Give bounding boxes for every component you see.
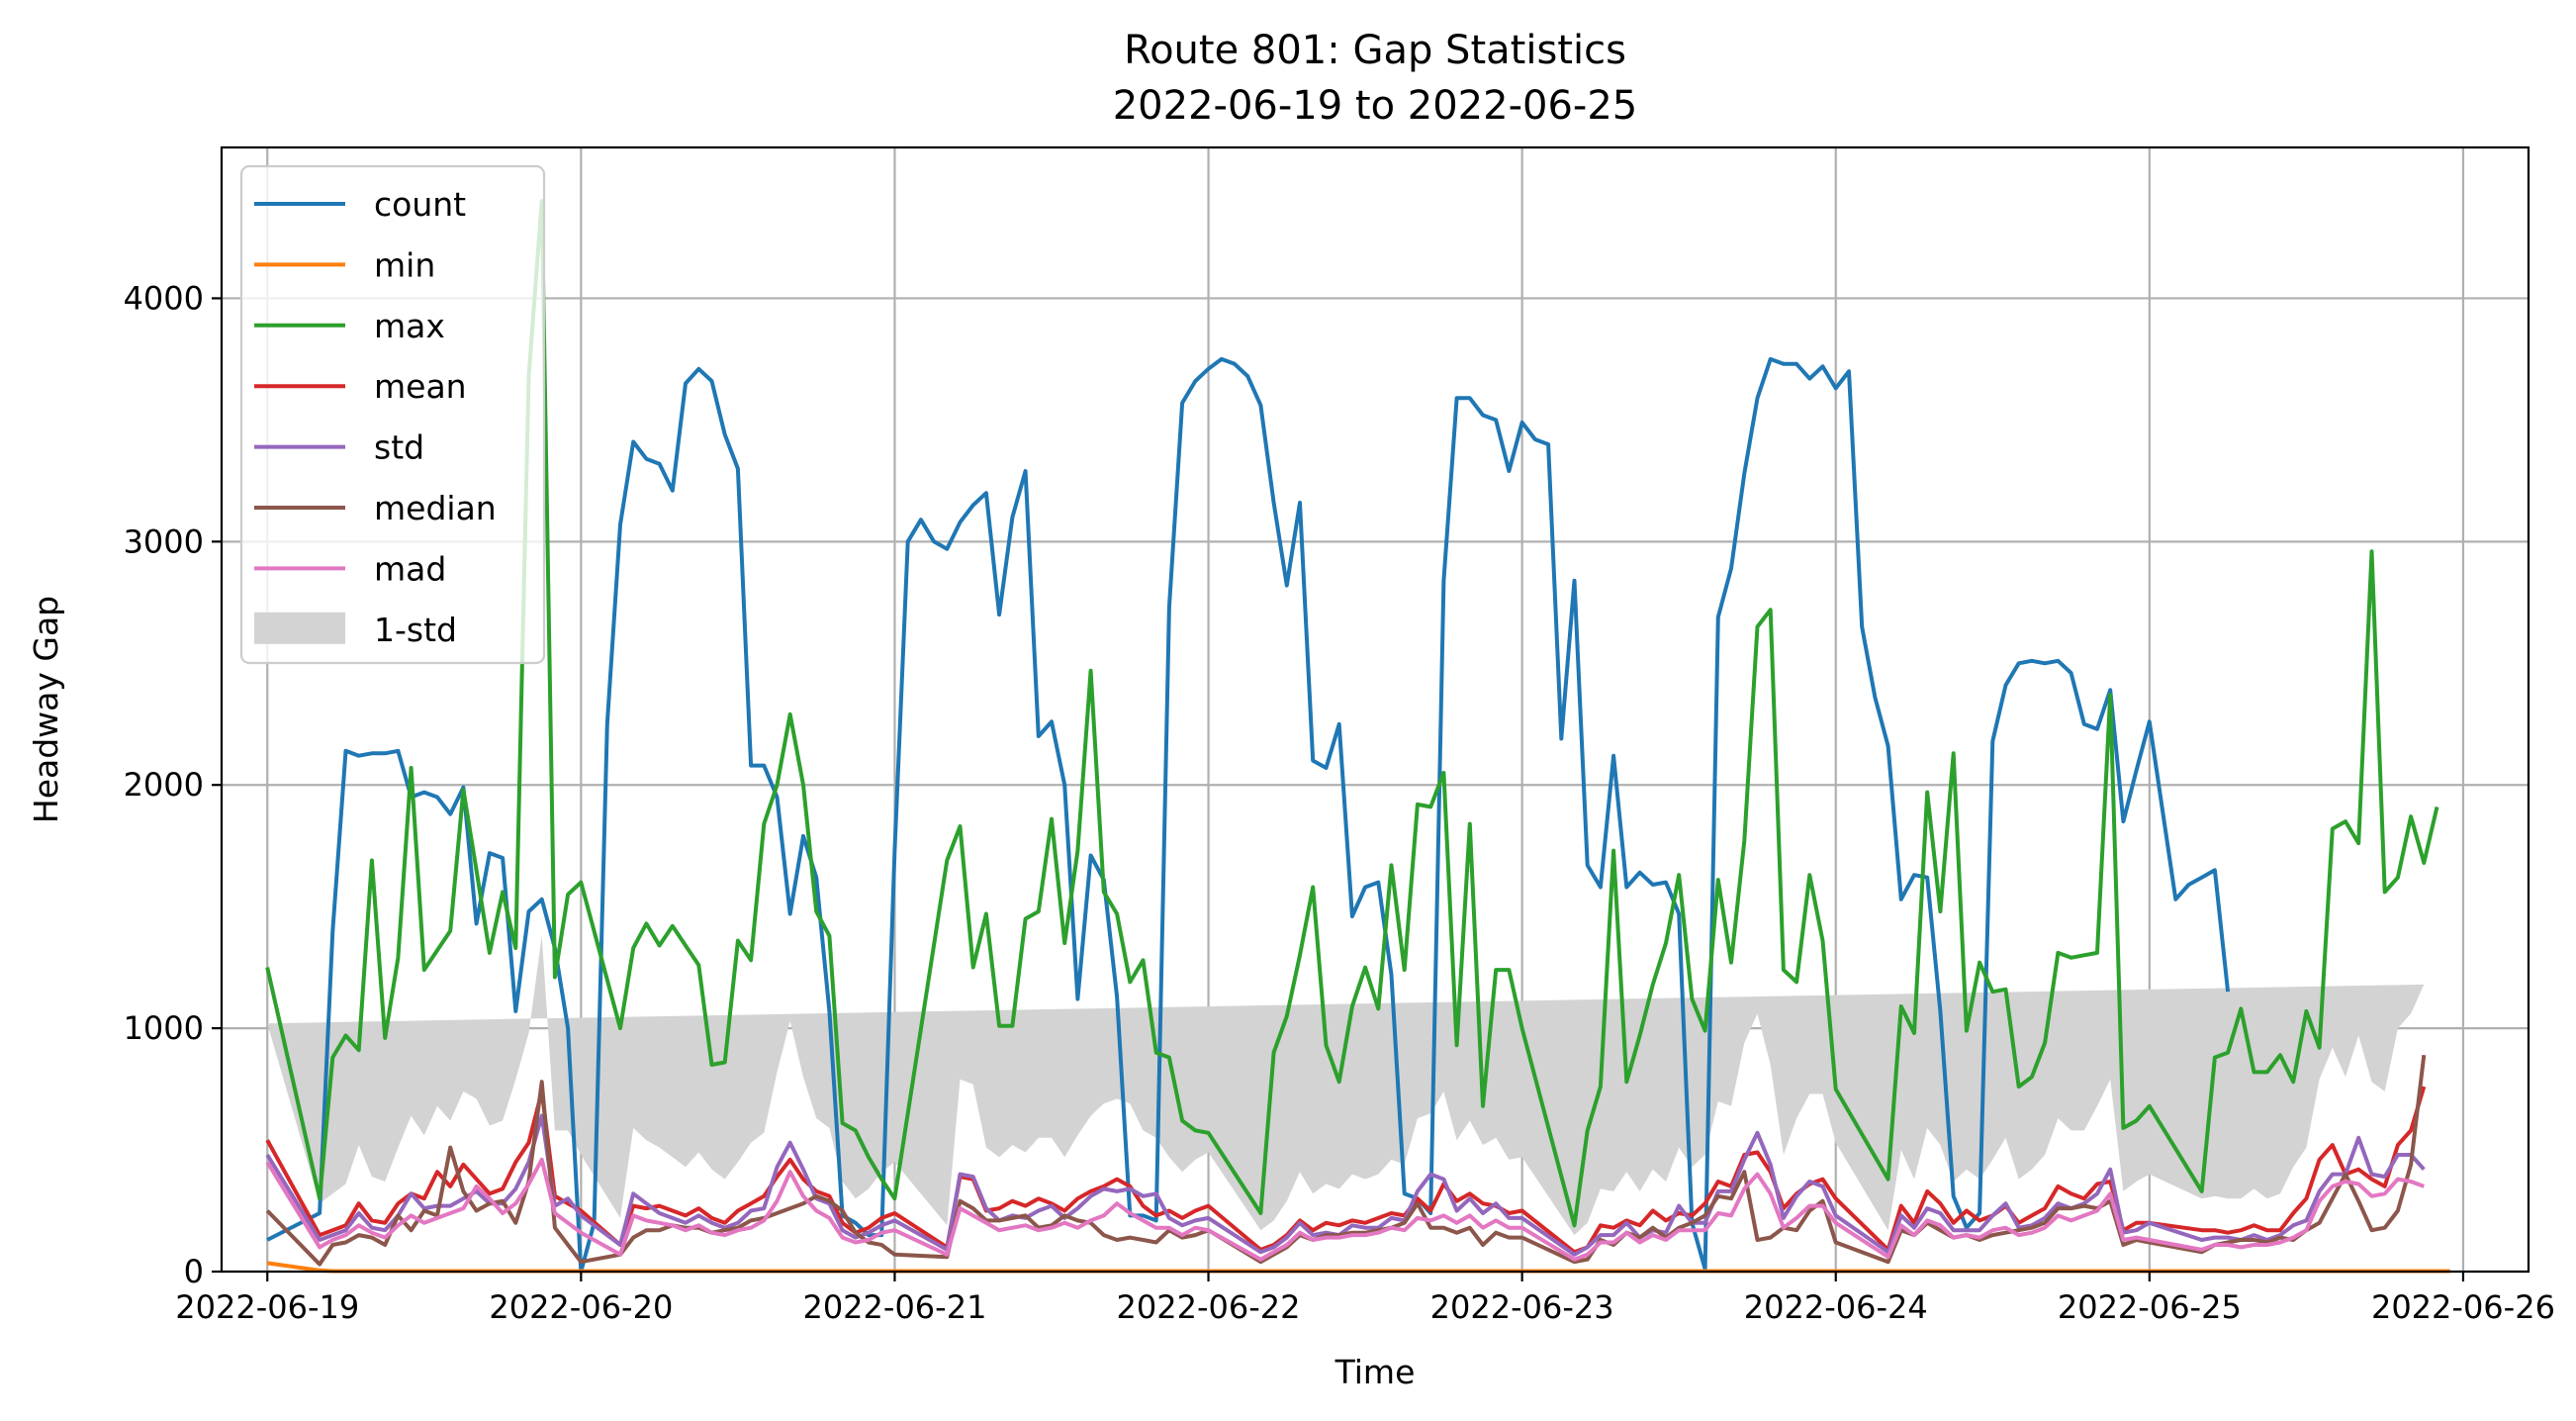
y-tick-label: 3000 <box>124 522 204 560</box>
y-tick-label: 4000 <box>124 279 204 317</box>
x-tick-label: 2022-06-23 <box>1430 1288 1614 1326</box>
series-max-line <box>265 199 2439 1228</box>
legend-label-std: std <box>374 428 424 467</box>
legend-swatch-1-std <box>254 612 345 644</box>
legend-label-mean: mean <box>374 367 467 406</box>
series-mad-line <box>265 1157 2425 1262</box>
legend-label-min: min <box>374 245 435 284</box>
std-band <box>267 935 2425 1236</box>
x-tick-label: 2022-06-26 <box>2371 1288 2555 1326</box>
legend-label-count: count <box>374 185 466 224</box>
plot-frame <box>220 145 2530 1274</box>
legend-label-mad: mad <box>374 549 446 588</box>
series-median-line <box>265 1054 2427 1267</box>
y-tick-label: 0 <box>184 1253 204 1290</box>
series-mean-line <box>265 1086 2427 1255</box>
x-tick-label: 2022-06-21 <box>802 1288 986 1326</box>
y-tick-label: 1000 <box>124 1009 204 1047</box>
chart-subtitle: 2022-06-19 to 2022-06-25 <box>1113 83 1638 129</box>
band-1-std <box>267 935 2425 1236</box>
x-tick-label: 2022-06-20 <box>489 1288 673 1326</box>
legend: count min max mean std median mad 1-std <box>239 164 546 665</box>
x-axis-ticks: 2022-06-19 2022-06-20 2022-06-21 2022-06-22… <box>175 1272 2555 1326</box>
y-axis-label: Headway Gap <box>27 596 65 823</box>
x-tick-label: 2022-06-22 <box>1117 1288 1301 1326</box>
legend-label-1-std: 1-std <box>374 611 457 649</box>
y-axis-ticks: 0 1000 2000 3000 4000 <box>124 279 222 1290</box>
legend-label-median: median <box>374 489 497 527</box>
legend-label-max: max <box>374 307 445 345</box>
chart-title: Route 801: Gap Statistics <box>1124 28 1626 73</box>
x-tick-label: 2022-06-25 <box>2058 1288 2242 1326</box>
x-tick-label: 2022-06-24 <box>1744 1288 1928 1326</box>
series-count-line <box>266 356 2231 1274</box>
legend-box <box>239 164 546 665</box>
x-axis-label: Time <box>1334 1353 1416 1391</box>
y-tick-label: 2000 <box>124 766 204 804</box>
x-tick-label: 2022-06-19 <box>175 1288 359 1326</box>
